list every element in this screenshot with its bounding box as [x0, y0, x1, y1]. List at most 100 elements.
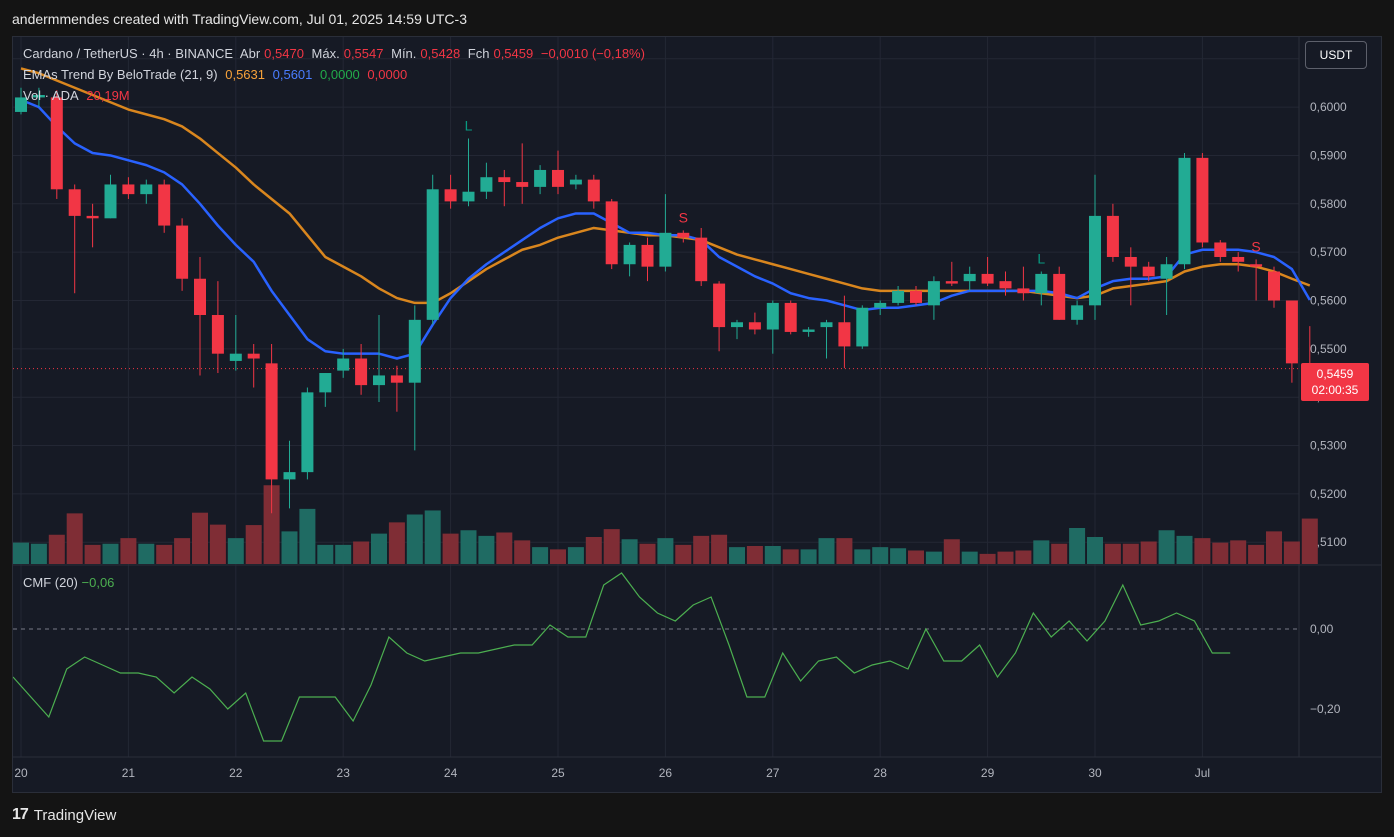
candle-body — [569, 179, 582, 185]
low-label: Mín. — [391, 46, 417, 61]
price-tick-label: 0,5100 — [1310, 535, 1347, 549]
candle-body — [68, 189, 81, 216]
candle-body — [1053, 273, 1066, 320]
volume-bar — [1104, 543, 1121, 564]
candle — [731, 319, 743, 340]
price-tick-label: 0,5600 — [1310, 294, 1347, 308]
brand[interactable]: 17 TradingView — [12, 806, 116, 824]
candle-body — [927, 281, 940, 306]
candle — [176, 218, 189, 291]
candle — [999, 271, 1012, 296]
candle — [623, 242, 636, 277]
volume-bar — [84, 544, 101, 564]
candle-body — [534, 169, 547, 187]
volume-value: 20,19M — [86, 88, 130, 103]
candle-body — [194, 278, 206, 316]
candle — [784, 300, 797, 335]
volume-bar — [979, 553, 996, 564]
candle-body — [1071, 305, 1084, 320]
time-tick-label: 23 — [337, 766, 351, 780]
candle — [516, 143, 529, 204]
ema-legend[interactable]: EMAs Trend By BeloTrade (21, 9) 0,5631 0… — [23, 67, 411, 82]
candle-body — [301, 392, 314, 473]
long-signal-label: L — [1037, 250, 1045, 266]
bar-countdown: 02:00:35 — [1311, 383, 1359, 397]
cmf-legend[interactable]: CMF (20) −0,06 — [23, 575, 114, 590]
candle — [1214, 240, 1227, 262]
candle — [802, 327, 815, 337]
volume-bar — [460, 530, 477, 564]
volume-bar — [102, 543, 119, 564]
volume-bar — [961, 551, 978, 564]
volume-bar — [908, 550, 924, 564]
volume-bar — [890, 548, 907, 564]
candle-body — [784, 302, 797, 332]
candle-body — [390, 375, 403, 383]
candle — [158, 179, 171, 233]
symbol-legend: Cardano / TetherUS · 4h · BINANCE Abr 0,5… — [23, 46, 649, 61]
candle-body — [498, 177, 511, 183]
volume-bar — [227, 538, 244, 564]
time-tick-label: 24 — [444, 766, 458, 780]
candle-body — [766, 302, 779, 330]
volume-bar — [66, 513, 83, 564]
candle — [426, 174, 439, 325]
price-tick-label: 0,5900 — [1310, 148, 1347, 162]
candle-body — [999, 281, 1012, 289]
price-tick-label: 0,5200 — [1310, 487, 1347, 501]
candle — [32, 87, 45, 108]
candle — [122, 177, 135, 199]
chart-panel[interactable]: 0,61000,60000,59000,58000,57000,56000,55… — [12, 36, 1382, 793]
open-value: 0,5470 — [264, 46, 304, 61]
candle — [945, 261, 958, 286]
candle — [68, 184, 81, 294]
candle-body — [229, 353, 242, 361]
currency-button[interactable]: USDT — [1305, 41, 1367, 69]
candle — [641, 237, 654, 282]
candle — [283, 440, 296, 509]
time-tick-label: 29 — [981, 766, 995, 780]
volume-bar — [925, 551, 942, 564]
candle-body — [623, 244, 636, 265]
volume-bar — [1230, 540, 1247, 564]
candle-body — [713, 283, 726, 328]
candle — [355, 344, 368, 395]
candle — [695, 227, 708, 286]
candle — [211, 281, 224, 374]
volume-bar — [729, 547, 745, 564]
candle-body — [874, 302, 887, 308]
volume-bar — [567, 547, 584, 564]
volume-bars — [13, 485, 1318, 564]
ema-value-3: 0,0000 — [320, 67, 360, 82]
candle-body — [910, 290, 922, 303]
candle-body — [15, 97, 27, 112]
volume-bar — [585, 537, 602, 564]
high-value: 0,5547 — [343, 46, 384, 61]
time-tick-label: Jul — [1195, 766, 1210, 780]
volume-bar — [30, 543, 47, 564]
symbol-name[interactable]: Cardano / TetherUS · 4h · BINANCE — [23, 46, 234, 61]
volume-bar — [1051, 543, 1068, 564]
volume-bar — [209, 524, 226, 564]
candle — [1106, 203, 1119, 262]
volume-bar — [245, 525, 262, 564]
candle-body — [587, 179, 600, 202]
candle-body — [1268, 271, 1280, 301]
cmf-line — [13, 572, 1231, 742]
volume-bar — [156, 544, 173, 564]
volume-bar — [120, 538, 137, 564]
caption-text: andermmendes created with TradingView.co… — [12, 11, 467, 27]
volume-bar — [1266, 531, 1282, 564]
candle — [1196, 153, 1209, 248]
volume-bar — [281, 531, 298, 564]
candle — [766, 300, 779, 354]
volume-bar — [353, 541, 370, 564]
candle-body — [731, 322, 743, 328]
volume-bar — [388, 522, 405, 564]
time-tick-label: 30 — [1088, 766, 1102, 780]
candle — [1071, 300, 1084, 325]
candle — [1268, 266, 1280, 308]
chart-svg[interactable]: 0,61000,60000,59000,58000,57000,56000,55… — [13, 37, 1382, 793]
volume-legend[interactable]: Vol · ADA 20,19M — [23, 88, 134, 103]
volume-bar — [442, 533, 459, 564]
